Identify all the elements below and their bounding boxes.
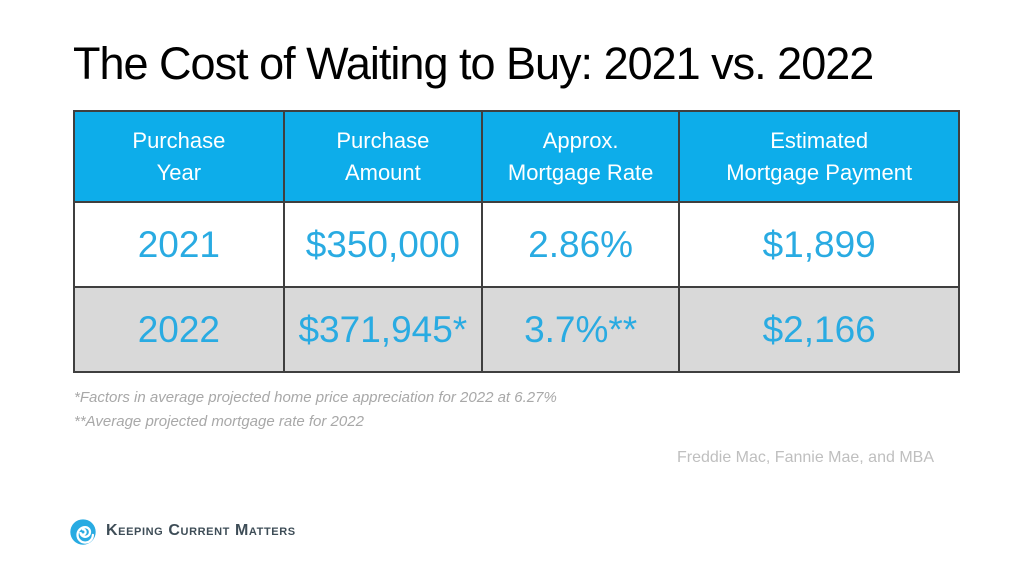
source-attribution: Freddie Mac, Fannie Mae, and MBA bbox=[676, 449, 934, 466]
page-title: The Cost of Waiting to Buy: 2021 vs. 202… bbox=[73, 38, 874, 89]
cell-rate-2021: 2.86% bbox=[480, 201, 681, 288]
logo-text: Keeping Current Matters bbox=[106, 522, 296, 539]
cell-rate-2022: 3.7%** bbox=[480, 286, 681, 373]
header-mortgage-payment: Estimated Mortgage Payment bbox=[678, 110, 960, 203]
header-line: Approx. bbox=[542, 127, 619, 153]
header-line: Estimated bbox=[770, 127, 869, 153]
cost-comparison-table: Purchase Year Purchase Amount Approx. Mo… bbox=[73, 110, 960, 373]
header-line: Mortgage Payment bbox=[726, 159, 913, 185]
cell-amount-2021: $350,000 bbox=[282, 201, 483, 288]
cell-year-2021: 2021 bbox=[73, 201, 285, 288]
header-line: Amount bbox=[344, 159, 421, 185]
header-purchase-amount: Purchase Amount bbox=[282, 110, 483, 203]
cell-amount-2022: $371,945* bbox=[282, 286, 483, 373]
footnote-appreciation: *Factors in average projected home price… bbox=[74, 389, 557, 406]
header-mortgage-rate: Approx. Mortgage Rate bbox=[480, 110, 681, 203]
kcm-logo: Keeping Current Matters bbox=[69, 518, 296, 546]
footnote-rate: **Average projected mortgage rate for 20… bbox=[74, 413, 364, 430]
cell-payment-2021: $1,899 bbox=[678, 201, 960, 288]
table-row-2021: 2021 $350,000 2.86% $1,899 bbox=[73, 201, 960, 288]
cell-year-2022: 2022 bbox=[73, 286, 285, 373]
table-header-row: Purchase Year Purchase Amount Approx. Mo… bbox=[73, 110, 960, 203]
header-purchase-year: Purchase Year bbox=[73, 110, 285, 203]
header-line: Purchase bbox=[132, 127, 226, 153]
cell-payment-2022: $2,166 bbox=[678, 286, 960, 373]
header-line: Mortgage Rate bbox=[507, 159, 654, 185]
footnotes: *Factors in average projected home price… bbox=[74, 386, 557, 434]
header-line: Purchase bbox=[336, 127, 430, 153]
table-row-2022: 2022 $371,945* 3.7%** $2,166 bbox=[73, 286, 960, 373]
kcm-swirl-icon bbox=[70, 519, 96, 545]
header-line: Year bbox=[156, 159, 202, 185]
